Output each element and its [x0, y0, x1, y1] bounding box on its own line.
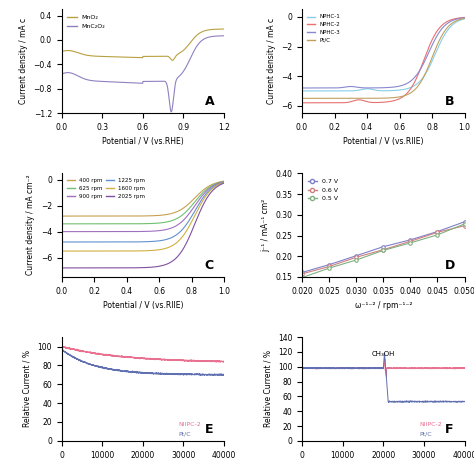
X-axis label: Potential / V (vs.RIIE): Potential / V (vs.RIIE) [102, 301, 183, 310]
Legend: NPHC-1, NPHC-2, NPHC-3, Pt/C: NPHC-1, NPHC-2, NPHC-3, Pt/C [305, 12, 343, 45]
Text: B: B [445, 95, 455, 108]
Y-axis label: Current density / mA c: Current density / mA c [19, 18, 28, 104]
Text: NIIPC-2: NIIPC-2 [179, 422, 201, 427]
Legend: 400 rpm, 625 rpm, 900 rpm, 1225 rpm, 1600 rpm, 2025 rpm: 400 rpm, 625 rpm, 900 rpm, 1225 rpm, 160… [64, 176, 148, 201]
X-axis label: ω⁻¹⁻² / rpm⁻¹⁻²: ω⁻¹⁻² / rpm⁻¹⁻² [355, 301, 412, 310]
Text: D: D [445, 259, 455, 272]
Y-axis label: Relative Current / %: Relative Current / % [23, 350, 32, 428]
Text: A: A [205, 95, 214, 108]
Text: E: E [205, 422, 213, 436]
Text: Pt/C: Pt/C [179, 432, 191, 437]
Text: C: C [205, 259, 214, 272]
Y-axis label: Current density / mA cm⁻²: Current density / mA cm⁻² [26, 175, 35, 275]
Legend: 0.7 V, 0.6 V, 0.5 V: 0.7 V, 0.6 V, 0.5 V [305, 176, 341, 204]
X-axis label: Potential / V (vs.RIIE): Potential / V (vs.RIIE) [343, 137, 424, 146]
Text: Pt/C: Pt/C [419, 432, 432, 437]
X-axis label: Potential / V (vs.RHE): Potential / V (vs.RHE) [102, 137, 184, 146]
Y-axis label: j⁻¹ / mA⁻¹ cm²: j⁻¹ / mA⁻¹ cm² [261, 199, 270, 252]
Text: NIIPC-2: NIIPC-2 [419, 422, 442, 427]
Text: F: F [445, 422, 454, 436]
Y-axis label: Relative Current / %: Relative Current / % [263, 350, 272, 428]
Y-axis label: Current density / mA c: Current density / mA c [266, 18, 275, 104]
Legend: MnO₂, MnC₂O₂: MnO₂, MnC₂O₂ [65, 13, 108, 31]
Text: CH₃OH: CH₃OH [372, 351, 395, 356]
